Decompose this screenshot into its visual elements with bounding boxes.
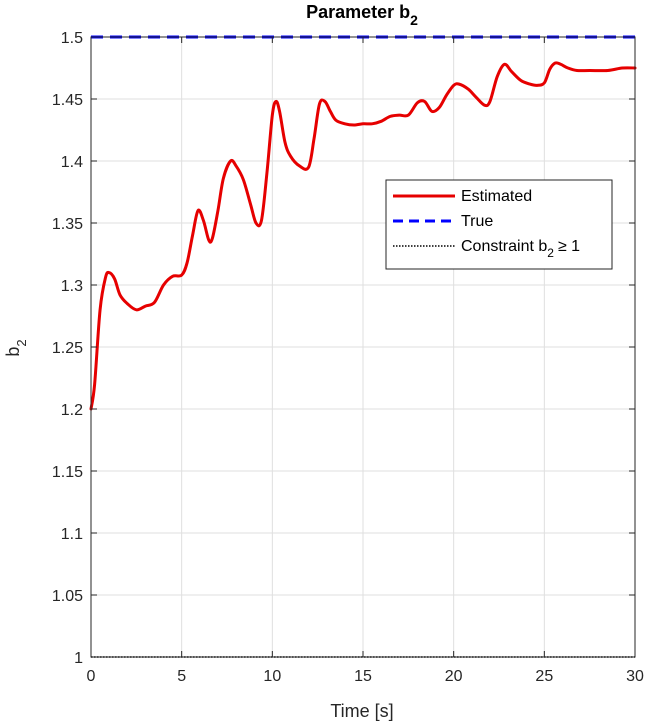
x-tick-label: 30 (626, 668, 644, 685)
y-tick-label: 1.3 (61, 278, 83, 295)
y-tick-label: 1.15 (52, 464, 83, 481)
y-tick-label: 1.45 (52, 92, 83, 109)
x-tick-label: 5 (177, 668, 186, 685)
y-tick-label: 1.2 (61, 402, 83, 419)
x-tick-label: 15 (354, 668, 372, 685)
legend-label-constraint: Constraint b2 ≥ 1 (461, 238, 580, 260)
chart-title: Parameter b2 (306, 2, 418, 28)
legend: Estimated True Constraint b2 ≥ 1 (385, 179, 613, 270)
x-tick-label: 10 (263, 668, 281, 685)
legend-label-estimated: Estimated (461, 188, 532, 205)
chart-title-subscript: 2 (410, 12, 418, 28)
y-axis-label-subscript: 2 (14, 339, 29, 346)
legend-label-constraint-subscript: 2 (547, 246, 554, 260)
x-tick-label: 20 (445, 668, 463, 685)
x-axis-label: Time [s] (330, 701, 393, 721)
legend-label-true: True (461, 213, 493, 230)
y-tick-label: 1 (74, 650, 83, 667)
y-tick-label: 1.5 (61, 30, 83, 47)
y-axis-label-main: b (3, 347, 23, 357)
y-tick-label: 1.1 (61, 526, 83, 543)
legend-label-constraint-suffix: ≥ 1 (558, 238, 580, 255)
chart-title-main: Parameter b (306, 2, 410, 22)
y-tick-label: 1.4 (61, 154, 83, 171)
y-tick-label: 1.05 (52, 588, 83, 605)
y-tick-label: 1.25 (52, 340, 83, 357)
series-estimated-line (89, 61, 637, 411)
y-axis-label: b2 (3, 339, 29, 356)
x-tick-label: 0 (87, 668, 96, 685)
ticks: 0 5 10 15 20 25 30 1 1.05 1.1 1.15 1.2 1.25 1.3 1.35 1.… (52, 30, 644, 685)
x-tick-label: 25 (535, 668, 553, 685)
legend-label-constraint-main: Constraint b (461, 238, 547, 255)
y-tick-label: 1.35 (52, 216, 83, 233)
